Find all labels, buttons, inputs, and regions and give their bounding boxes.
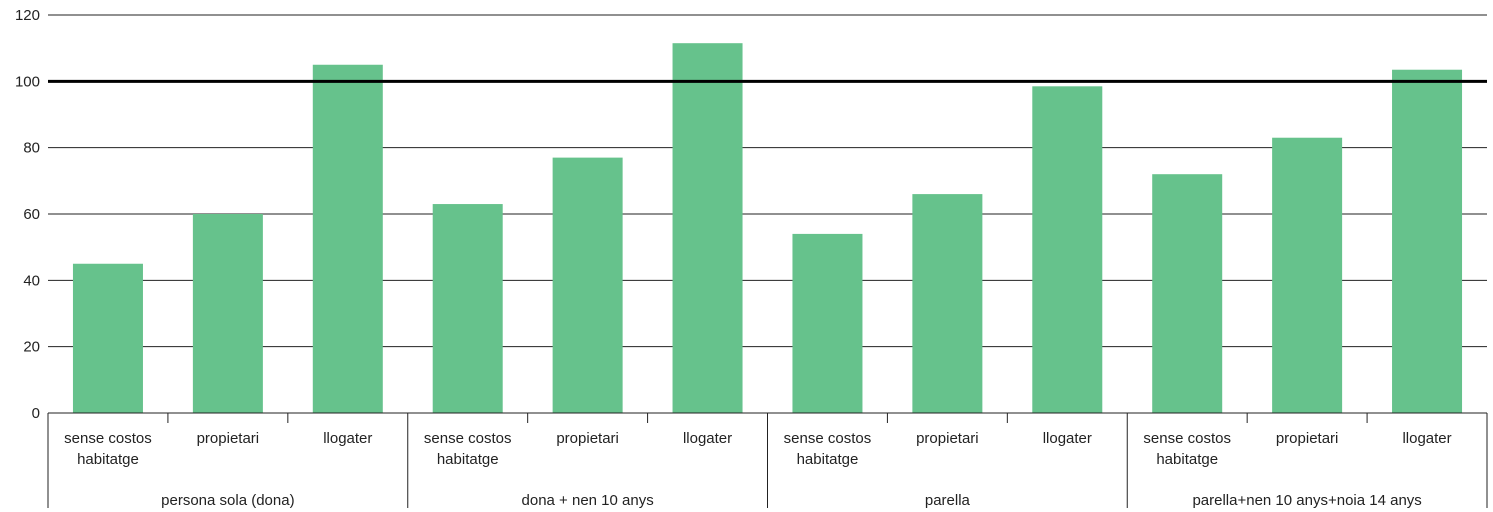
category-label-2-3: llogater (683, 430, 732, 447)
category-label-2-1-line1: sense costos (424, 430, 512, 447)
y-tick-label-60: 60 (23, 206, 40, 223)
category-label-3-3: llogater (1043, 430, 1092, 447)
group-label-4: parella+nen 10 anys+noia 14 anys (1192, 492, 1421, 509)
bar-group3-2 (912, 194, 983, 413)
bar-group2-2 (552, 157, 623, 413)
labels: 0 20 40 60 80 100 120 sense costos habitatge prop… (15, 7, 1452, 509)
category-label-1-2: propietari (197, 430, 260, 447)
bar-group1-1 (72, 263, 143, 413)
bar-group1-3 (312, 64, 383, 413)
bars (72, 43, 1463, 414)
bar-group3-3 (1032, 86, 1103, 413)
category-label-2-1-line2: habitatge (437, 451, 499, 468)
category-label-4-1-line1: sense costos (1143, 430, 1231, 447)
y-tick-label-0: 0 (32, 405, 40, 422)
bar-group1-2 (192, 214, 263, 413)
gridlines (48, 14, 1487, 348)
category-label-3-1-line1: sense costos (784, 430, 872, 447)
axes (47, 412, 1488, 508)
bar-group4-3 (1392, 69, 1463, 413)
bar-group2-3 (672, 43, 743, 414)
y-tick-label-80: 80 (23, 140, 40, 157)
category-label-4-2: propietari (1276, 430, 1339, 447)
category-label-1-1-line2: habitatge (77, 451, 139, 468)
group-label-2: dona + nen 10 anys (522, 492, 654, 509)
category-label-1-3: llogater (323, 430, 372, 447)
group-label-3: parella (925, 492, 971, 509)
category-label-3-2: propietari (916, 430, 979, 447)
bar-group3-1 (792, 233, 863, 413)
category-label-3-1-line2: habitatge (797, 451, 859, 468)
bar-group2-1 (432, 204, 503, 413)
bar-group4-1 (1152, 174, 1223, 413)
category-label-4-1-line2: habitatge (1156, 451, 1218, 468)
category-label-2-2: propietari (556, 430, 619, 447)
y-tick-label-100: 100 (15, 73, 40, 90)
bar-group4-2 (1272, 137, 1343, 413)
category-label-1-1-line1: sense costos (64, 430, 152, 447)
y-tick-label-120: 120 (15, 7, 40, 24)
category-label-4-3: llogater (1402, 430, 1451, 447)
y-tick-label-20: 20 (23, 339, 40, 356)
y-tick-label-40: 40 (23, 272, 40, 289)
group-label-1: persona sola (dona) (161, 492, 294, 509)
